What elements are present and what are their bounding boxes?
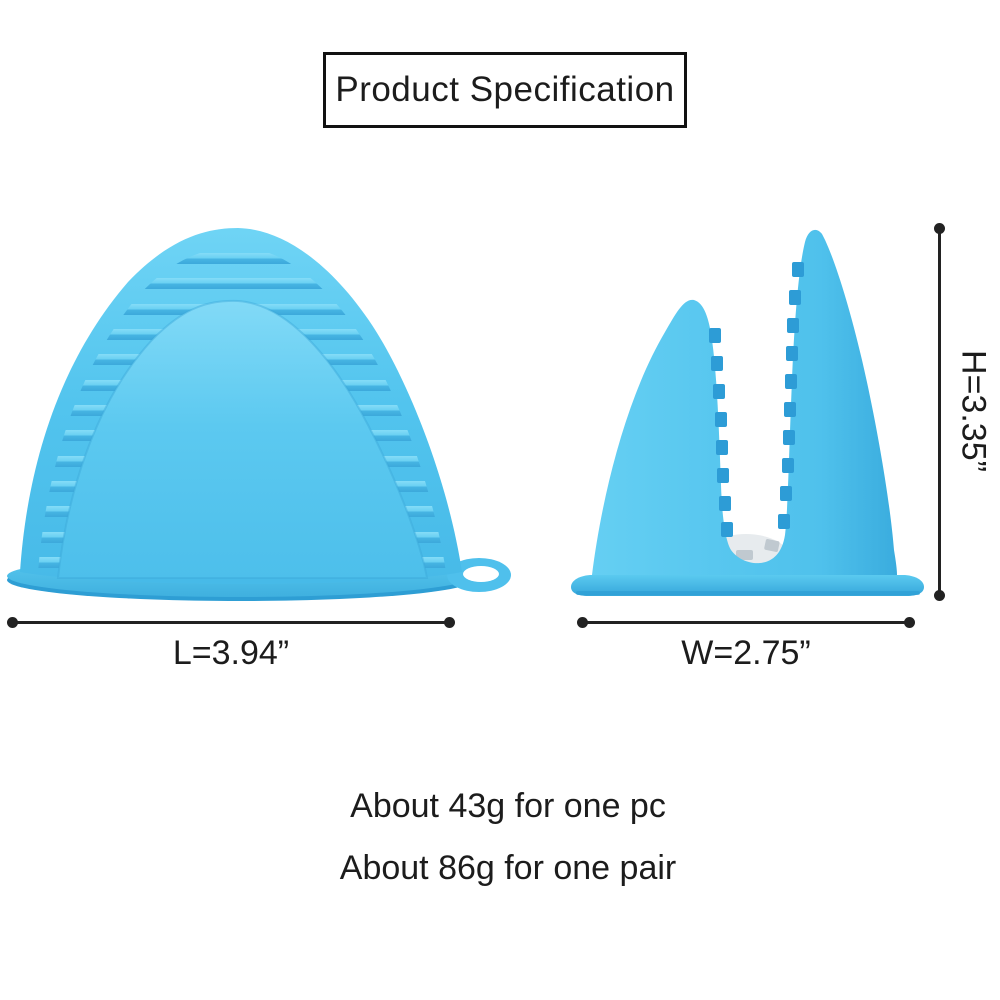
dimension-dot bbox=[904, 617, 915, 628]
grip-nubs-front-fin bbox=[709, 328, 733, 537]
width-label: W=2.75” bbox=[681, 634, 811, 672]
length-label: L=3.94” bbox=[172, 634, 290, 672]
base-flange bbox=[571, 575, 924, 596]
product-front-view bbox=[7, 228, 511, 601]
mitt-front-wall bbox=[56, 299, 429, 579]
dimension-dot bbox=[577, 617, 588, 628]
dimension-line-length bbox=[12, 621, 450, 624]
height-label: H=3.35” bbox=[954, 350, 993, 472]
base-flange-shadow bbox=[576, 591, 920, 595]
weight-note-one-pc: About 43g for one pc bbox=[350, 787, 666, 825]
grip-nubs-back-fin bbox=[778, 262, 804, 529]
dimension-line-height bbox=[938, 228, 941, 596]
dimension-dot bbox=[444, 617, 455, 628]
weight-note-one-pair: About 86g for one pair bbox=[339, 849, 677, 887]
pinch-body bbox=[592, 229, 897, 575]
dimension-dot bbox=[934, 223, 945, 234]
page-title: Product Specification bbox=[335, 70, 675, 109]
dimension-dot bbox=[934, 590, 945, 601]
dimension-line-width bbox=[582, 621, 910, 624]
hang-loop bbox=[447, 558, 511, 592]
product-side-view bbox=[571, 229, 924, 596]
dimension-dot bbox=[7, 617, 18, 628]
title-box: Product Specification bbox=[323, 52, 687, 128]
